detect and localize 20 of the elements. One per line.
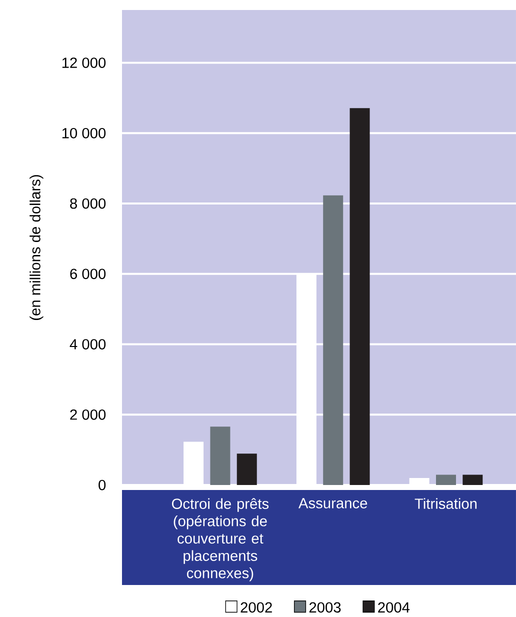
x-tick-label: Assurance — [298, 498, 368, 508]
y-tick-label: 2 000 — [70, 409, 106, 420]
x-tick-label: Octroi de prêts (opérations de couverture et placements connexes) — [172, 498, 269, 582]
bar — [323, 195, 344, 485]
y-tick-label: 6 000 — [70, 268, 106, 280]
y-axis-title: (en millions de dollars) — [30, 175, 44, 320]
bar — [436, 474, 456, 485]
y-tick-label: 10 000 — [62, 128, 106, 138]
y-tick-label: 12 000 — [62, 58, 106, 68]
legend-label: 2003 — [309, 602, 341, 613]
bar — [462, 474, 483, 485]
bar — [236, 454, 257, 485]
bar — [210, 426, 230, 485]
legend-label: 2002 — [240, 602, 272, 613]
y-tick-label: 4 000 — [70, 339, 106, 350]
y-tick-label: 8 000 — [70, 198, 106, 209]
bar — [350, 108, 370, 485]
y-tick-label: 0 — [98, 480, 106, 490]
legend-label: 2004 — [378, 602, 410, 613]
x-tick-label: Titrisation — [414, 498, 477, 509]
